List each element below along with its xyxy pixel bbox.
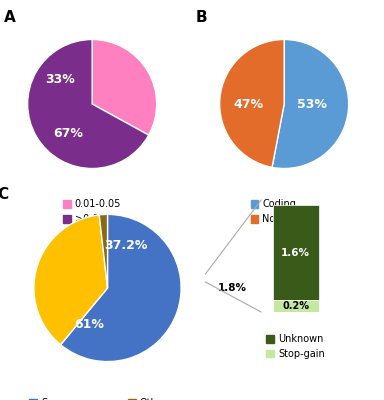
Wedge shape bbox=[34, 215, 108, 345]
Wedge shape bbox=[61, 214, 181, 362]
Text: 67%: 67% bbox=[53, 126, 83, 140]
Text: 33%: 33% bbox=[45, 73, 75, 86]
Text: 61%: 61% bbox=[74, 318, 104, 331]
Text: 0.2%: 0.2% bbox=[282, 301, 309, 311]
Bar bbox=[273, 205, 319, 300]
Text: 37.2%: 37.2% bbox=[104, 239, 147, 252]
Wedge shape bbox=[220, 40, 284, 167]
Text: 53%: 53% bbox=[297, 98, 326, 110]
Wedge shape bbox=[272, 40, 349, 168]
Text: C: C bbox=[0, 187, 8, 202]
Text: A: A bbox=[3, 10, 15, 26]
Wedge shape bbox=[92, 40, 157, 135]
Bar bbox=[273, 300, 319, 312]
Text: 1.6%: 1.6% bbox=[281, 248, 310, 258]
Legend: 0.01-0.05, >0.05: 0.01-0.05, >0.05 bbox=[59, 196, 125, 228]
Legend: Unknown, Stop-gain: Unknown, Stop-gain bbox=[263, 330, 329, 363]
Legend: Coding, Non-coding: Coding, Non-coding bbox=[247, 196, 322, 228]
Text: 1.8%: 1.8% bbox=[218, 283, 247, 293]
Wedge shape bbox=[28, 40, 149, 168]
Wedge shape bbox=[99, 214, 108, 288]
Text: 47%: 47% bbox=[234, 98, 264, 110]
Legend: Synonymous, Nonsynonymous, Other: Synonymous, Nonsynonymous, Other bbox=[25, 394, 171, 400]
Text: B: B bbox=[195, 10, 207, 26]
